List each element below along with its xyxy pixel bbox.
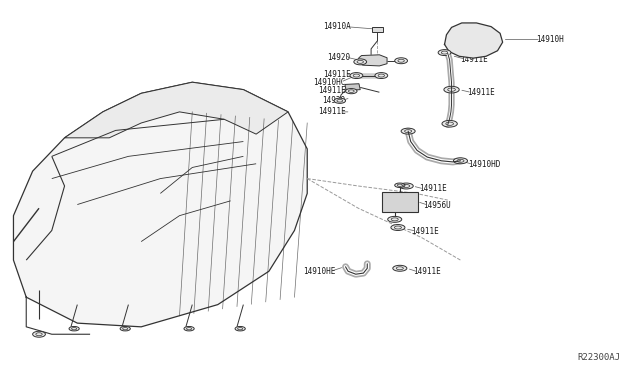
Text: 14911E: 14911E xyxy=(467,88,495,97)
Text: 14911E: 14911E xyxy=(318,86,346,95)
Polygon shape xyxy=(13,82,307,327)
Bar xyxy=(382,192,418,212)
Ellipse shape xyxy=(442,121,458,127)
Ellipse shape xyxy=(395,183,405,187)
Text: 14911E: 14911E xyxy=(412,227,439,236)
Text: 14956U: 14956U xyxy=(424,201,451,210)
Text: 14910HC: 14910HC xyxy=(313,78,346,87)
Text: 14911E: 14911E xyxy=(413,267,441,276)
Ellipse shape xyxy=(184,327,194,331)
Ellipse shape xyxy=(399,183,413,189)
Ellipse shape xyxy=(401,128,415,134)
Ellipse shape xyxy=(346,89,357,94)
Ellipse shape xyxy=(454,158,467,164)
Text: 14911E: 14911E xyxy=(318,108,346,116)
Polygon shape xyxy=(445,23,502,58)
Text: 14911E: 14911E xyxy=(419,185,447,193)
Polygon shape xyxy=(358,55,387,66)
Polygon shape xyxy=(65,82,288,138)
Text: 14910HD: 14910HD xyxy=(468,160,500,169)
Ellipse shape xyxy=(391,225,405,231)
Text: 14910A: 14910A xyxy=(323,22,351,31)
Ellipse shape xyxy=(393,265,407,271)
Ellipse shape xyxy=(120,327,131,331)
Ellipse shape xyxy=(438,49,451,55)
Ellipse shape xyxy=(235,327,245,331)
Text: 14910H: 14910H xyxy=(536,35,564,44)
Text: 14939: 14939 xyxy=(323,96,346,105)
Bar xyxy=(372,28,383,32)
Text: R22300AJ: R22300AJ xyxy=(577,353,620,362)
Ellipse shape xyxy=(33,331,45,337)
Ellipse shape xyxy=(69,327,79,331)
Ellipse shape xyxy=(375,73,388,78)
Ellipse shape xyxy=(444,86,460,93)
Ellipse shape xyxy=(388,217,402,222)
Polygon shape xyxy=(345,84,360,90)
Text: 14911E: 14911E xyxy=(323,70,351,79)
Ellipse shape xyxy=(334,98,346,103)
Ellipse shape xyxy=(395,58,408,64)
Text: 14920: 14920 xyxy=(328,52,351,61)
Ellipse shape xyxy=(350,73,363,78)
Ellipse shape xyxy=(354,59,367,65)
Text: 14911E: 14911E xyxy=(461,55,488,64)
Text: 14910HE: 14910HE xyxy=(303,267,336,276)
